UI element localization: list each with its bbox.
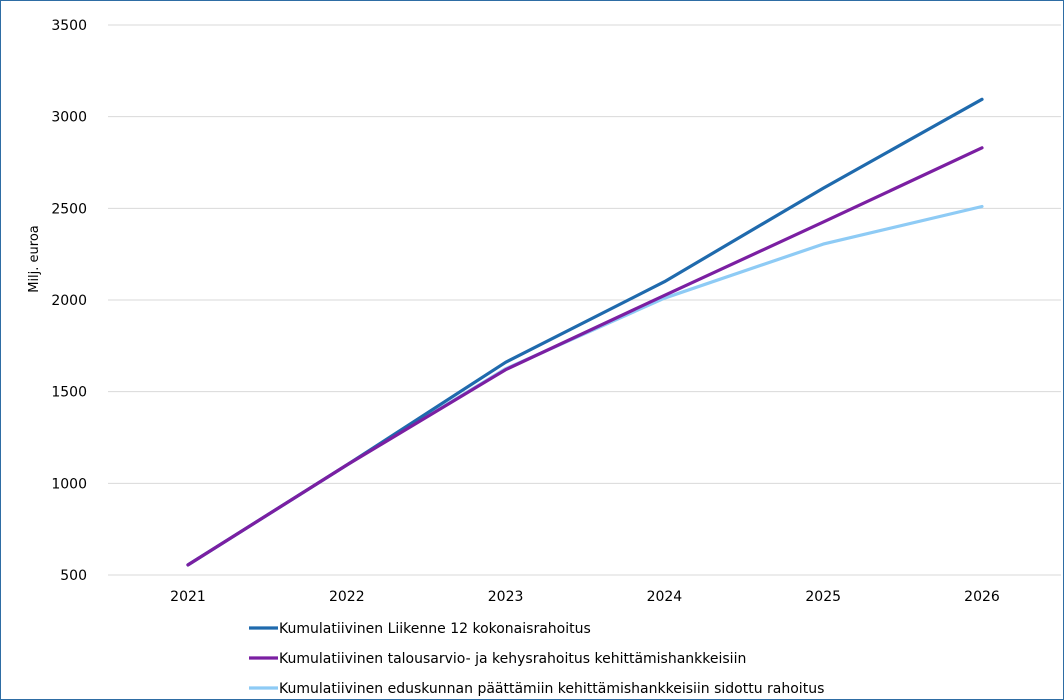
legend-label: Kumulatiivinen Liikenne 12 kokonaisrahoi… (279, 621, 591, 637)
x-tick-label: 2026 (964, 589, 1000, 605)
legend-item: Kumulatiivinen eduskunnan päättämiin keh… (249, 681, 824, 697)
y-tick-label: 2000 (51, 293, 87, 309)
y-tick-labels: 500 1000 1500 2000 2500 3000 3500 (51, 18, 87, 584)
y-tick-label: 1500 (51, 385, 87, 401)
y-tick-label: 1000 (51, 476, 87, 492)
x-tick-label: 2022 (329, 589, 365, 605)
x-tick-label: 2021 (170, 589, 206, 605)
y-tick-label: 500 (60, 568, 87, 584)
gridlines (108, 24, 1061, 576)
x-tick-label: 2023 (488, 589, 524, 605)
x-tick-label: 2024 (647, 589, 683, 605)
series-line-2 (186, 146, 984, 567)
series-lines (186, 97, 984, 567)
legend-label: Kumulatiivinen talousarvio- ja kehysraho… (279, 651, 746, 667)
legend: Kumulatiivinen Liikenne 12 kokonaisrahoi… (249, 621, 824, 697)
legend-item: Kumulatiivinen talousarvio- ja kehysraho… (249, 651, 746, 667)
y-axis-title: Milj. euroa (27, 225, 42, 293)
legend-item: Kumulatiivinen Liikenne 12 kokonaisrahoi… (249, 621, 591, 637)
y-tick-label: 3000 (51, 110, 87, 126)
y-tick-label: 3500 (51, 18, 87, 34)
y-tick-label: 2500 (51, 201, 87, 217)
x-tick-labels: 2021 2022 2023 2024 2025 2026 (170, 589, 1000, 605)
legend-label: Kumulatiivinen eduskunnan päättämiin keh… (279, 681, 824, 697)
x-tick-label: 2025 (805, 589, 841, 605)
series-line-3 (186, 204, 984, 567)
